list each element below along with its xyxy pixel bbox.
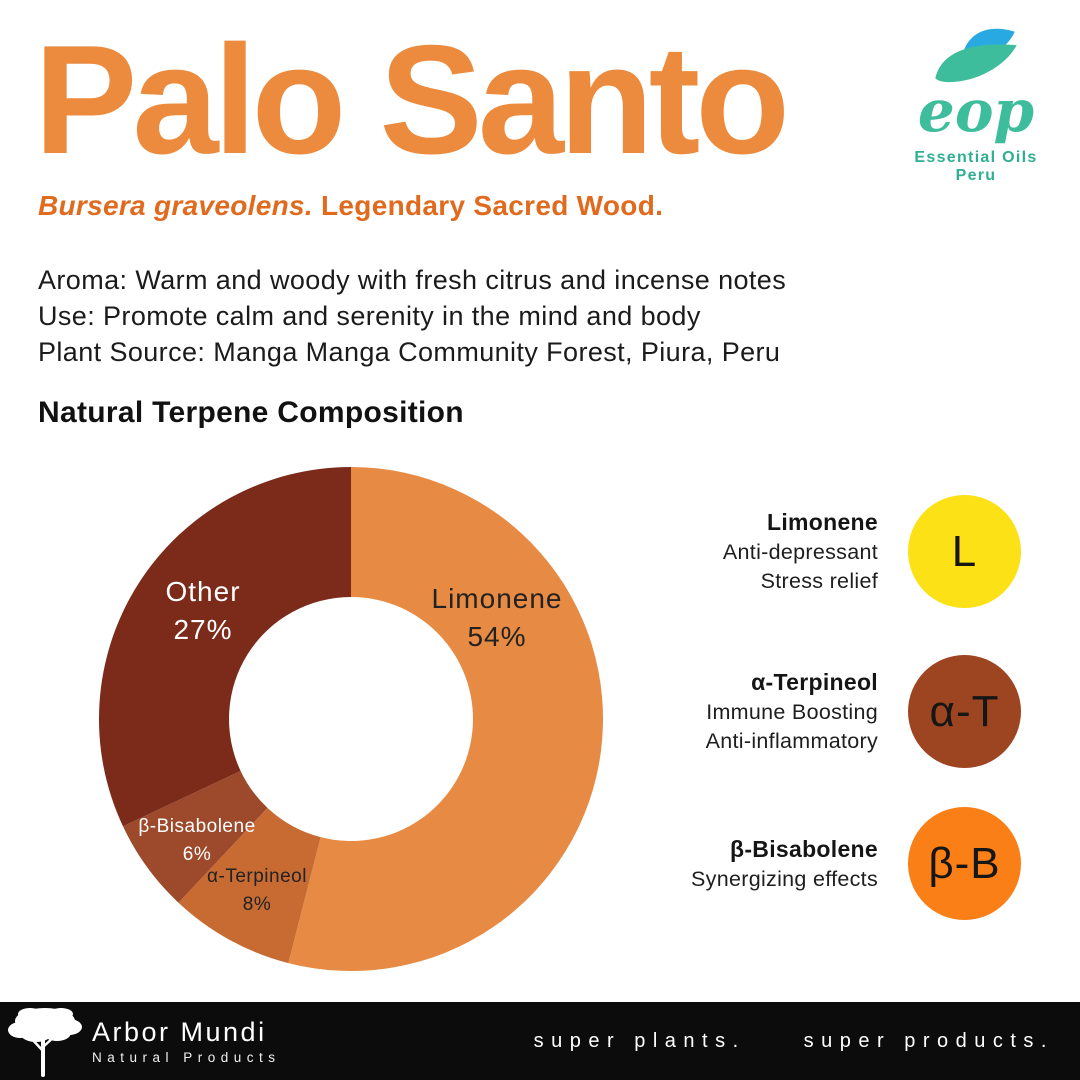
subtitle: Bursera graveolens. Legendary Sacred Woo… (38, 190, 663, 222)
slice-label-terpineol: α-Terpineol 8% (207, 866, 307, 915)
footer-bar: Arbor Mundi Natural Products super plant… (0, 1002, 1080, 1080)
legend-badge-circle: β-B (908, 807, 1021, 920)
pie-slice-segment-0 (288, 467, 604, 971)
leaf-logo-icon (935, 28, 1017, 83)
slice-label-bisabolene: β-Bisabolene 6% (138, 816, 256, 865)
section-heading: Natural Terpene Composition (38, 396, 464, 429)
legend-row-2: β-Bisabolene Synergizing effects β-B (577, 807, 1021, 920)
info-line: Use: Promote calm and serenity in the mi… (38, 301, 701, 331)
tagline-plants: super plants. (533, 1029, 746, 1052)
legend-row-1: α-Terpineol Immune Boosting Anti-inflammat… (577, 655, 1021, 768)
donut-chart-svg (98, 466, 604, 971)
footer-brand-block: Arbor Mundi Natural Products (6, 1005, 281, 1077)
slice-label-other: Other 27% (165, 576, 241, 645)
tagline-products: super products. (803, 1029, 1054, 1052)
brand-name: Arbor Mundi (92, 1017, 267, 1047)
legend-benefit: Immune Boosting (706, 700, 878, 724)
brand-logo: eop Essential Oils Peru (886, 22, 1066, 185)
legend-row-0: Limonene Anti-depressant Stress relief L (577, 495, 1021, 608)
legend-benefit: Synergizing effects (691, 866, 878, 891)
legend-benefit: Anti-inflammatory (705, 729, 878, 753)
legend-name: Limonene (766, 509, 878, 535)
page-title: Palo Santo (34, 13, 790, 186)
legend-badge-circle: L (908, 495, 1021, 608)
logo-text-line: Essential Oils (914, 149, 1038, 166)
subtitle-species: Bursera graveolens. (38, 190, 313, 221)
logo-text-line: Peru (955, 167, 997, 184)
pie-slice-segment-2 (122, 770, 268, 903)
tree-icon (6, 1005, 84, 1077)
info-line: Plant Source: Manga Manga Community Fore… (38, 337, 781, 367)
pie-slice-other (98, 466, 351, 827)
legend-benefit: Anti-depressant (722, 540, 878, 564)
product-info-block: Aroma: Warm and woody with fresh citrus … (38, 262, 786, 370)
legend-benefit: Stress relief (760, 569, 878, 593)
slice-label-limonene: Limonene 54% (431, 583, 563, 652)
subtitle-tagline: Legendary Sacred Wood. (312, 190, 664, 221)
legend-name: α-Terpineol (751, 669, 878, 695)
info-line: Aroma: Warm and woody with fresh citrus … (38, 265, 787, 295)
legend-name: β-Bisabolene (729, 835, 878, 862)
pie-slice-segment-1 (178, 807, 321, 964)
footer-tagline: super plants. super products. (534, 1030, 1054, 1053)
terpene-composition-chart: Limonene 54% Other 27% β-Bisabolene 6% α… (91, 459, 611, 979)
logo-monogram: eop (917, 77, 1035, 145)
legend-badge-circle: α-T (908, 655, 1021, 768)
brand-subtitle: Natural Products (92, 1050, 281, 1065)
